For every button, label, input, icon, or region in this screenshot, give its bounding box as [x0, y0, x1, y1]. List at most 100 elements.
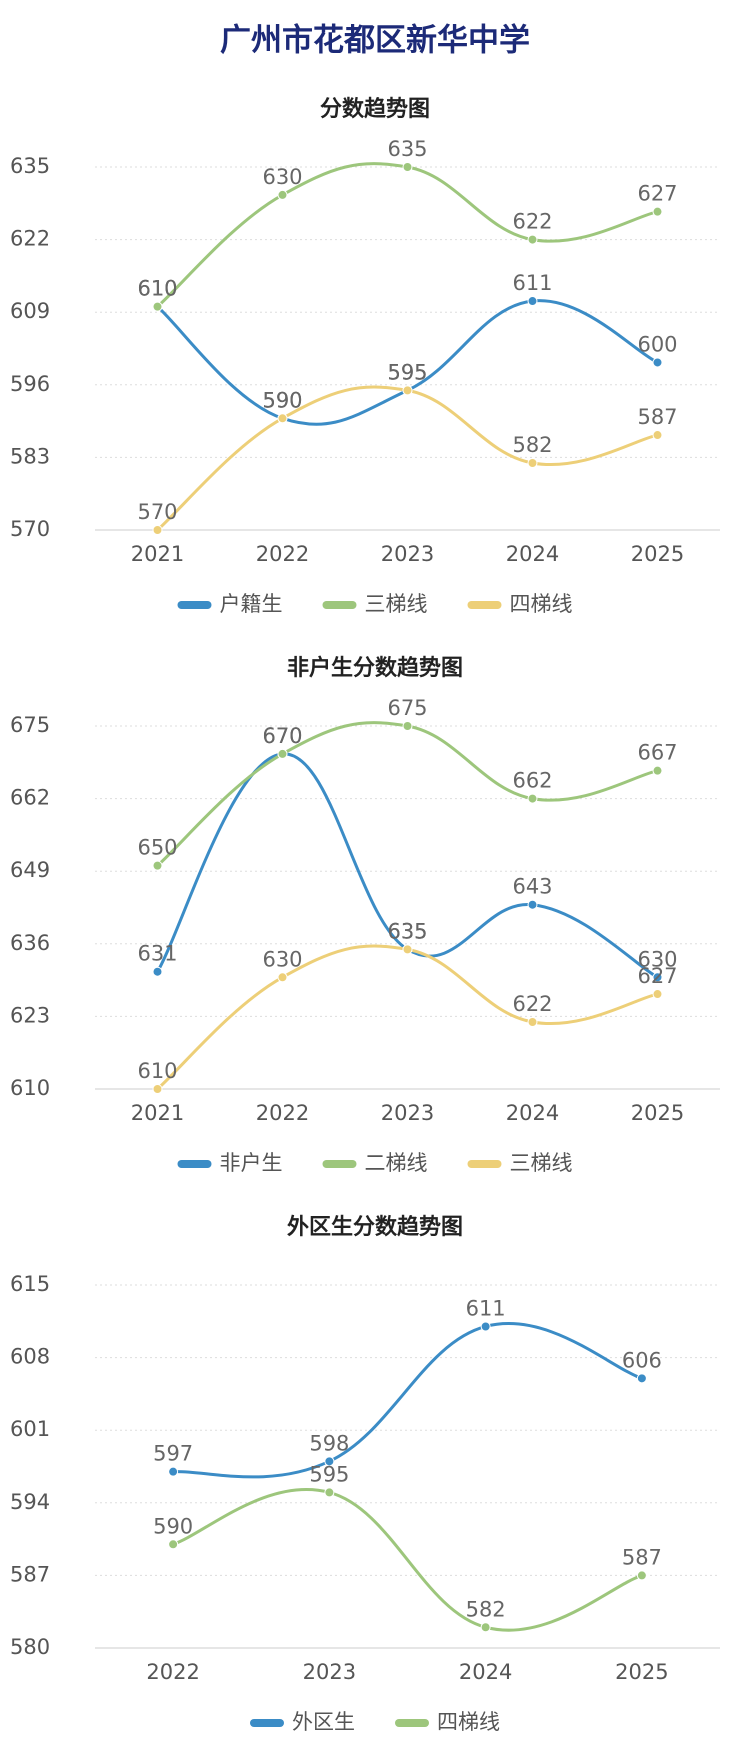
data-point: [152, 301, 163, 312]
y-tick-label: 615: [10, 1272, 50, 1296]
data-label: 582: [466, 1597, 506, 1621]
data-label: 595: [387, 360, 427, 384]
legend-item: 三梯线: [322, 592, 428, 616]
y-tick-label: 623: [10, 1003, 50, 1027]
legend-item: 二梯线: [322, 1151, 428, 1175]
data-point: [152, 1084, 163, 1094]
page-title: 广州市花都区新华中学: [220, 23, 530, 59]
y-tick-label: 608: [10, 1345, 50, 1369]
data-point: [152, 966, 163, 977]
data-label: 667: [637, 741, 677, 765]
data-label: 643: [512, 875, 552, 899]
series-line: [172, 1488, 643, 1632]
data-label: 662: [512, 769, 552, 793]
data-point: [277, 189, 288, 200]
x-tick-label: 2024: [506, 542, 559, 566]
series-line: [156, 752, 659, 979]
series-line: [156, 385, 658, 532]
y-tick-label: 580: [10, 1635, 50, 1659]
legend-item: 非户生: [177, 1151, 283, 1175]
data-point: [527, 457, 538, 468]
y-tick-label: 675: [10, 713, 50, 737]
legend-swatch: [467, 601, 502, 609]
data-point: [277, 748, 288, 759]
data-label: 590: [262, 388, 302, 412]
data-label: 610: [137, 277, 177, 301]
legend-swatch: [322, 601, 357, 609]
x-tick-label: 2023: [381, 542, 434, 566]
series-line: [156, 721, 658, 867]
data-point: [168, 1539, 179, 1550]
x-tick-label: 2024: [506, 1101, 559, 1125]
data-point: [168, 1466, 179, 1477]
data-point: [402, 385, 413, 396]
x-tick-label: 2023: [381, 1101, 434, 1125]
legend-swatch: [177, 1160, 212, 1168]
data-point: [652, 989, 663, 1000]
x-tick-label: 2021: [131, 542, 184, 566]
data-label: 650: [137, 836, 177, 860]
chart-title: 非户生分数趋势图: [287, 655, 463, 681]
data-label: 606: [622, 1348, 662, 1372]
data-point: [480, 1321, 491, 1332]
data-label: 587: [637, 405, 677, 429]
data-point: [636, 1570, 647, 1581]
y-tick-label: 636: [10, 931, 50, 955]
data-label: 635: [387, 137, 427, 161]
data-label: 635: [387, 919, 427, 943]
data-point: [402, 162, 413, 172]
legend-label: 四梯线: [437, 1710, 500, 1734]
y-tick-label: 601: [10, 1417, 50, 1441]
data-label: 595: [387, 360, 427, 384]
data-point: [636, 1373, 647, 1384]
data-label: 630: [262, 947, 302, 971]
data-label: 670: [262, 724, 302, 748]
data-label: 627: [637, 964, 677, 988]
legend-item: 四梯线: [395, 1710, 500, 1734]
y-tick-label: 649: [10, 858, 50, 882]
legend-label: 三梯线: [510, 1151, 573, 1175]
y-tick-label: 635: [10, 154, 50, 178]
legend-item: 三梯线: [467, 1151, 573, 1175]
data-point: [527, 1016, 538, 1027]
data-label: 611: [466, 1296, 506, 1320]
legend-swatch: [177, 601, 212, 609]
data-point: [402, 944, 413, 955]
y-tick-label: 622: [10, 227, 50, 251]
legend-swatch: [250, 1719, 284, 1727]
data-label: 582: [512, 433, 552, 457]
data-point: [277, 413, 288, 424]
y-tick-label: 610: [10, 1076, 50, 1100]
y-tick-label: 596: [10, 372, 50, 396]
x-tick-label: 2023: [303, 1660, 356, 1684]
legend-item: 户籍生: [177, 592, 283, 616]
legend-item: 四梯线: [467, 592, 573, 616]
data-point: [324, 1487, 335, 1498]
data-label: 600: [637, 332, 677, 356]
x-tick-label: 2024: [459, 1660, 512, 1684]
data-point: [324, 1456, 335, 1467]
y-tick-label: 587: [10, 1562, 50, 1586]
data-point: [652, 206, 663, 217]
data-point: [527, 234, 538, 245]
y-tick-label: 609: [10, 299, 50, 323]
chart-title: 分数趋势图: [320, 96, 430, 122]
data-point: [277, 972, 288, 983]
data-point: [402, 721, 413, 731]
data-point: [652, 430, 663, 441]
data-point: [480, 1622, 491, 1633]
legend-item: 外区生: [250, 1710, 355, 1734]
legend-swatch: [395, 1719, 429, 1727]
data-label: 610: [137, 277, 177, 301]
data-label: 590: [262, 388, 302, 412]
legend-label: 二梯线: [365, 1151, 428, 1175]
legend-label: 非户生: [220, 1151, 283, 1175]
data-label: 670: [262, 724, 302, 748]
legend-swatch: [467, 1160, 502, 1168]
data-label: 627: [637, 182, 677, 206]
series-line: [156, 944, 658, 1091]
data-point: [527, 793, 538, 804]
data-label: 598: [309, 1431, 349, 1455]
data-label: 635: [387, 919, 427, 943]
